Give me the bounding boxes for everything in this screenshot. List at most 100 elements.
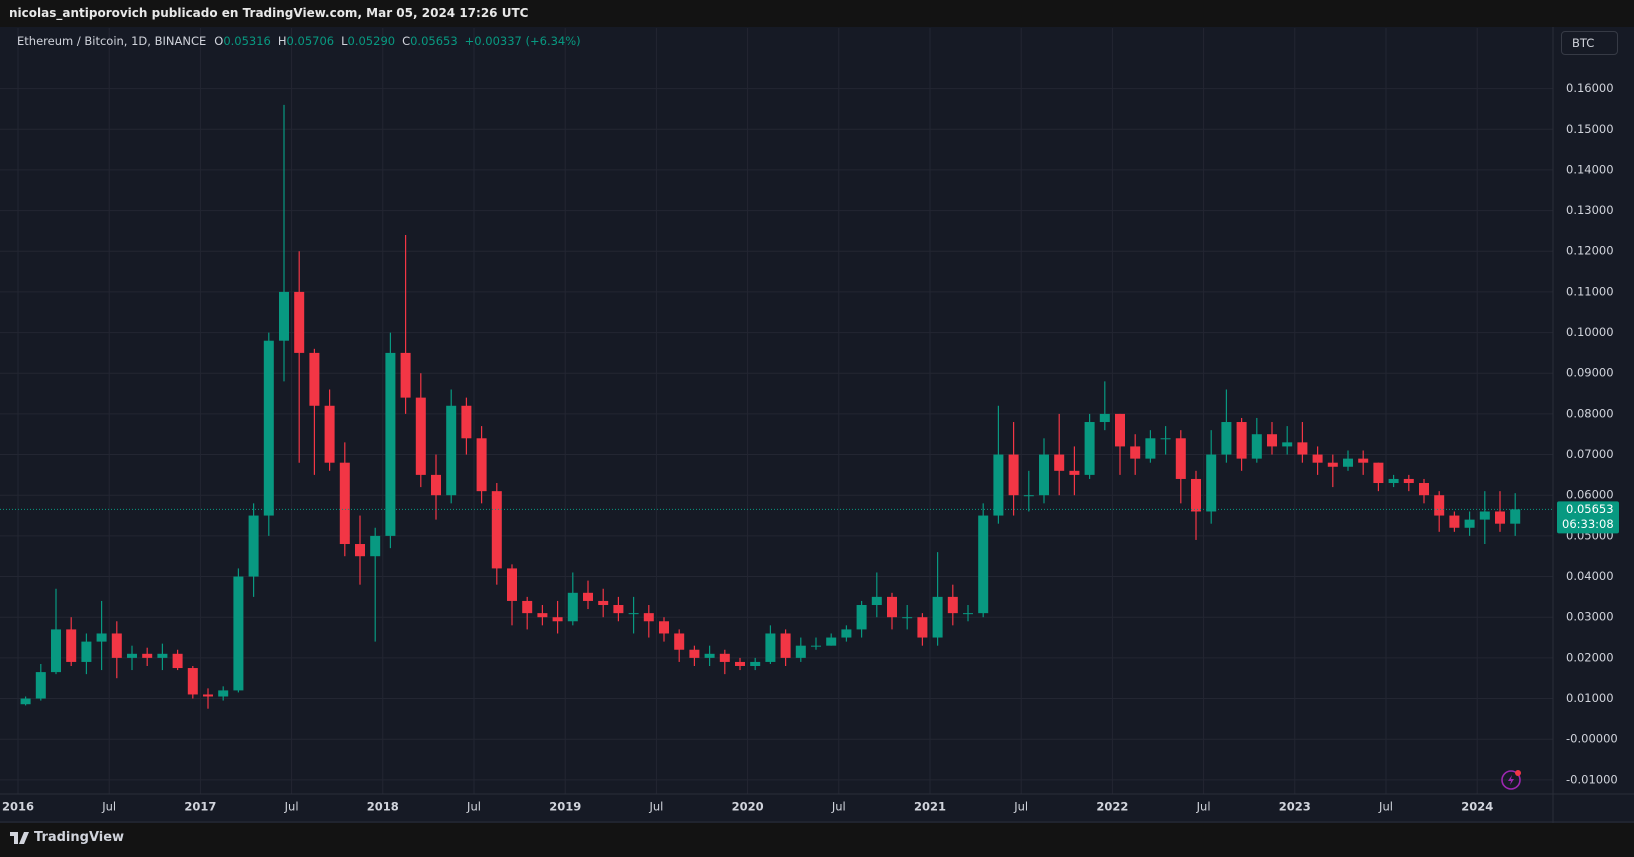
candle-body	[1312, 454, 1323, 463]
x-tick-label: Jul	[1013, 800, 1028, 814]
candle-body	[157, 653, 168, 658]
candle-body	[613, 605, 624, 614]
candle-body	[1327, 462, 1338, 467]
candle-body	[1373, 462, 1384, 484]
candle-body	[1069, 470, 1080, 475]
candle-body	[507, 568, 517, 601]
candle-body	[1191, 478, 1201, 512]
y-tick-label: -0.01000	[1566, 772, 1618, 786]
y-tick-label: 0.03000	[1566, 610, 1614, 624]
symbol[interactable]: Ethereum / Bitcoin, 1D, BINANCE	[17, 34, 207, 48]
grid	[0, 28, 1553, 795]
axes: -0.01000 -0.00000 0.01000 0.02000 0.03000 0.0…	[2, 81, 1619, 814]
y-tick-label: 0.09000	[1566, 366, 1614, 380]
candle-body	[643, 613, 654, 622]
candle-body	[66, 629, 77, 662]
candle-body	[780, 633, 791, 658]
candle-body	[902, 617, 913, 619]
y-tick-label: 0.08000	[1566, 406, 1614, 420]
candle-body	[1267, 434, 1277, 447]
x-tick-label: Jul	[1378, 800, 1393, 814]
candle-body	[1039, 454, 1049, 496]
candle-body	[1160, 438, 1171, 440]
y-tick-label: 0.12000	[1566, 244, 1614, 258]
candle-body	[355, 544, 365, 557]
ohlc-key: L	[341, 34, 348, 48]
candle-body	[35, 672, 46, 699]
candle-body	[127, 653, 137, 658]
candle-body	[1084, 422, 1095, 475]
candle-body	[1297, 442, 1308, 455]
candle-body	[1358, 458, 1369, 463]
candle-body	[917, 617, 928, 638]
brand-logo	[10, 831, 29, 844]
x-tick-label: 2023	[1279, 800, 1311, 814]
candle-body	[1449, 515, 1460, 528]
countdown-label: 06:33:08	[1562, 517, 1614, 531]
candle-body	[887, 596, 897, 618]
brand[interactable]: TradingView	[34, 830, 125, 845]
candle-body	[567, 592, 578, 622]
candle-body	[963, 613, 973, 615]
candle-body	[719, 653, 730, 662]
candle-body	[248, 515, 259, 577]
currency-button[interactable]: BTC	[1561, 31, 1618, 55]
candle-body	[81, 641, 92, 662]
alert-icon[interactable]	[1501, 770, 1521, 790]
candle-body	[370, 535, 381, 557]
candle-body	[400, 352, 411, 398]
candle-body	[446, 405, 457, 496]
ohlc-key: O	[214, 34, 224, 48]
candle-body	[1419, 483, 1429, 496]
x-tick-label: 2017	[184, 800, 216, 814]
ohlc-value: 0.05706	[286, 34, 335, 48]
candle-body	[96, 633, 107, 642]
ohlc-value: 0.05316	[223, 34, 271, 48]
plot-area	[0, 104, 1553, 709]
x-tick-label: 2022	[1096, 800, 1128, 814]
candle-body	[385, 352, 396, 536]
candle-body	[689, 649, 700, 658]
y-tick-label: 0.15000	[1566, 122, 1614, 136]
y-tick-label: 0.06000	[1566, 488, 1614, 502]
y-tick-label: 0.07000	[1566, 447, 1614, 461]
candle-body	[1251, 434, 1262, 459]
x-tick-label: 2024	[1461, 800, 1493, 814]
candle-body	[279, 291, 289, 341]
candle-body	[324, 405, 335, 463]
x-tick-label: 2016	[2, 800, 34, 814]
candle-body	[1008, 454, 1019, 496]
y-tick-label: 0.13000	[1566, 203, 1614, 217]
ohlc-key: C	[402, 34, 411, 48]
candle-body	[1479, 511, 1490, 520]
x-tick-label: Jul	[831, 800, 846, 814]
chart-background	[0, 27, 1634, 823]
candle-body	[203, 694, 213, 697]
ohlc-value: 0.05653	[410, 34, 458, 48]
candle-body	[932, 596, 943, 638]
y-tick-label: 0.10000	[1566, 325, 1614, 339]
candle-body	[172, 653, 183, 669]
candle-body	[476, 438, 487, 492]
candle-body	[1464, 519, 1475, 528]
y-tick-label: 0.14000	[1566, 162, 1614, 176]
candle-body	[598, 600, 609, 606]
candle-body	[841, 629, 852, 638]
candle-body	[1510, 509, 1521, 524]
candle-body	[1115, 413, 1125, 447]
candle-body	[1099, 413, 1110, 423]
candle-body	[674, 633, 685, 650]
candle-body	[187, 668, 198, 695]
last-price-label: 0.05653	[1566, 502, 1614, 516]
candle-body	[1388, 478, 1399, 484]
candle-body	[51, 629, 61, 673]
candle-body	[1236, 422, 1247, 459]
x-tick-label: Jul	[1196, 800, 1211, 814]
y-tick-label: 0.04000	[1566, 569, 1614, 583]
publish-header: nicolas_antiporovich publicado en Tradin…	[0, 0, 1634, 27]
last-price-box	[1557, 501, 1619, 534]
change: +0.00337 (+6.34%)	[464, 34, 581, 48]
candle-body	[826, 637, 837, 646]
candle-body	[111, 633, 122, 658]
